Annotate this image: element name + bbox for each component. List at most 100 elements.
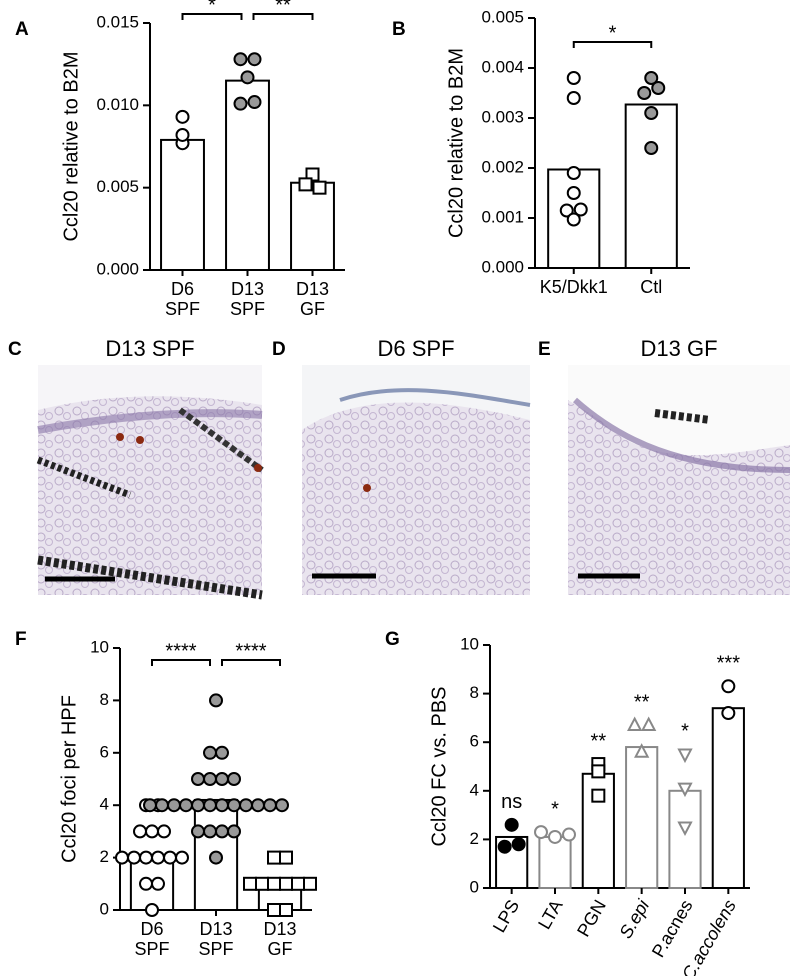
y-tick-label: 0.003 (481, 107, 524, 126)
y-tick-label: 2 (100, 847, 109, 866)
comparison-bracket (252, 13, 314, 20)
data-point (497, 839, 512, 854)
panel-label: B (392, 19, 406, 40)
image-title: D6 SPF (377, 336, 454, 361)
data-point (203, 798, 217, 813)
data-point (637, 86, 652, 100)
data-point (151, 876, 165, 891)
data-point (298, 177, 313, 192)
data-point (267, 903, 281, 917)
y-tick-label: 0.000 (96, 259, 139, 278)
y-tick-label: 0.015 (96, 12, 139, 31)
comparison-label: **** (235, 640, 266, 662)
data-point (215, 824, 229, 839)
x-tick-label: D6 (140, 919, 163, 939)
panel-label: G (385, 629, 400, 650)
data-point (203, 745, 217, 760)
image-e (568, 365, 791, 595)
x-tick-label: Ctl (640, 277, 662, 297)
data-point (145, 903, 159, 917)
data-point (511, 837, 526, 852)
data-point (534, 825, 548, 840)
y-tick-label: 0.000 (481, 257, 524, 276)
data-point (191, 772, 205, 786)
data-point (303, 876, 317, 891)
data-point (627, 716, 643, 731)
x-tick-label: D13 (199, 919, 232, 939)
bar (538, 835, 572, 889)
significance-label: * (681, 721, 689, 743)
data-point (559, 203, 574, 218)
bar (625, 746, 659, 889)
data-point (227, 772, 241, 786)
data-point (215, 772, 229, 786)
x-tick-label: SPF (165, 299, 200, 319)
data-point (644, 71, 659, 85)
data-point (133, 824, 147, 839)
significance-label: ** (634, 691, 650, 713)
data-point (239, 798, 253, 813)
data-point (240, 70, 255, 85)
significance-label: ns (501, 791, 522, 813)
data-point (175, 109, 190, 124)
panel-label: F (15, 629, 27, 650)
data-point (175, 850, 189, 865)
data-point (179, 798, 193, 813)
comparison-bracket (572, 41, 653, 48)
y-tick-label: 4 (100, 795, 109, 814)
data-point (291, 876, 305, 891)
data-point (247, 95, 262, 110)
y-tick-label: 0.010 (96, 95, 139, 114)
bar (160, 138, 205, 271)
data-point (209, 850, 223, 865)
bar (668, 789, 702, 889)
data-point (721, 679, 736, 694)
image-title: D13 GF (640, 336, 717, 361)
data-point (247, 52, 262, 67)
data-point (591, 788, 606, 803)
y-tick-label: 0 (470, 877, 479, 896)
data-point (215, 798, 229, 813)
data-point (566, 212, 581, 227)
bar (290, 181, 335, 271)
data-point (651, 81, 666, 95)
data-point (279, 903, 293, 917)
y-tick-label: 0.005 (96, 177, 139, 196)
data-point (562, 827, 576, 842)
x-tick-label: P.acnes (648, 896, 697, 960)
x-tick-label: D6 (171, 279, 194, 299)
data-point (115, 850, 129, 865)
data-point (167, 798, 181, 813)
data-point (203, 772, 217, 786)
comparison-label: * (208, 0, 216, 16)
x-tick-label: D13 (296, 279, 329, 299)
x-tick-label: LPS (489, 896, 523, 935)
y-tick-label: 0.002 (481, 157, 524, 176)
data-point (566, 91, 581, 105)
data-point (267, 850, 281, 865)
x-tick-label: D13 (263, 919, 296, 939)
y-axis-label: Ccl20 foci per HPF (58, 695, 80, 863)
data-point (721, 706, 736, 721)
y-tick-label: 6 (100, 742, 109, 761)
data-point (209, 693, 223, 708)
data-point (504, 817, 519, 832)
bar (624, 103, 678, 269)
data-point (634, 743, 650, 758)
bar (225, 79, 270, 271)
data-point (227, 798, 241, 813)
data-point (175, 127, 190, 142)
data-point (163, 850, 177, 865)
data-point (641, 716, 657, 731)
image-c (36, 365, 264, 600)
panel-label: C (8, 339, 22, 360)
y-axis-label: Ccl20 relative to B2M (445, 48, 467, 238)
comparison-bracket (221, 659, 281, 666)
data-point (155, 798, 169, 813)
image-title: D13 SPF (105, 336, 194, 361)
data-point (677, 748, 693, 764)
data-point (139, 850, 153, 865)
y-tick-label: 2 (470, 829, 479, 848)
data-point (243, 876, 257, 891)
